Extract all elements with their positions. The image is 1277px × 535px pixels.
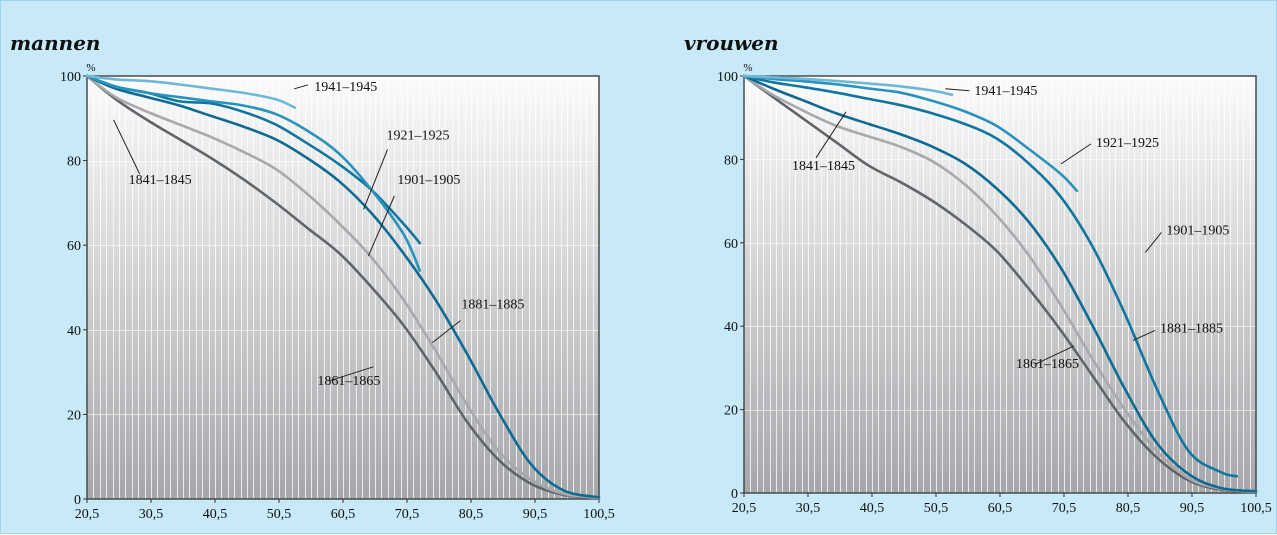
y-tick-label: 60 <box>724 237 738 252</box>
x-tick-label: 90,5 <box>1180 501 1205 516</box>
x-tick-label: 40,5 <box>203 507 228 522</box>
label-leader-line <box>367 195 395 257</box>
x-tick-label: 100,5 <box>1240 501 1272 516</box>
x-tick-label: 20,5 <box>732 501 757 516</box>
x-tick-label: 30,5 <box>796 501 821 516</box>
x-tick-label: 80,5 <box>459 507 484 522</box>
x-tick-label: 50,5 <box>267 507 292 522</box>
label-leader-line <box>294 84 309 90</box>
series-label-1921-1925: 1921–1925 <box>387 128 450 143</box>
h-grid <box>744 159 1256 411</box>
x-tick-label: 90,5 <box>523 507 548 522</box>
y-tick-label: 0 <box>74 493 81 508</box>
series-line-1861-1865 <box>742 74 1258 493</box>
y-tick-label: 40 <box>67 324 81 339</box>
y-tick-label: 100 <box>60 70 81 85</box>
series-line-1901-1905 <box>742 74 1239 478</box>
chart-title-mannen: mannen <box>10 31 101 55</box>
x-tick-label: 60,5 <box>331 507 356 522</box>
y-tick-label: 80 <box>67 155 81 170</box>
label-leader-line <box>1060 143 1092 165</box>
x-tick-label: 20,5 <box>75 507 100 522</box>
series-label-1881-1885: 1881–1885 <box>461 298 524 313</box>
y-tick-label: 60 <box>67 239 81 254</box>
y-axis-unit: % <box>86 62 95 74</box>
series-label-1841-1845: 1841–1845 <box>792 159 855 174</box>
label-leader-line <box>815 111 847 159</box>
chart-mannen: 0 20 40 60 80 100% 20,5 30,5 40,5 50,5 60,5 70,5 80,… <box>60 62 615 522</box>
y-axis-unit: % <box>743 62 752 74</box>
series-label-1941-1945: 1941–1945 <box>974 84 1037 99</box>
label-leader-line <box>432 320 461 344</box>
label-leader-line <box>945 88 970 92</box>
series-line-1881-1885 <box>85 74 601 499</box>
x-tick-label: 60,5 <box>988 501 1013 516</box>
series-label-1861-1865: 1861–1865 <box>317 374 380 389</box>
h-grid <box>87 161 599 415</box>
series-label-1861-1865: 1861–1865 <box>1016 357 1079 372</box>
x-tick-label: 50,5 <box>924 501 949 516</box>
series-line-1941-1945 <box>742 74 954 97</box>
y-tick-label: 100 <box>717 70 738 85</box>
label-leader-line <box>113 119 141 175</box>
series-label-1941-1945: 1941–1945 <box>314 80 377 95</box>
series-label-1901-1905: 1901–1905 <box>1166 223 1229 238</box>
y-tick-label: 80 <box>724 153 738 168</box>
x-tick-label: 70,5 <box>395 507 420 522</box>
series-line-1921-1925 <box>85 74 422 272</box>
label-leader-line <box>1035 345 1075 365</box>
x-tick-label: 40,5 <box>860 501 885 516</box>
series-line-1941-1945 <box>85 74 297 109</box>
y-tick-label: 20 <box>724 404 738 419</box>
series-label-1921-1925: 1921–1925 <box>1096 136 1159 151</box>
series-line-1841-1845 <box>742 74 1258 494</box>
x-tick-label: 80,5 <box>1116 501 1141 516</box>
series-label-1881-1885: 1881–1885 <box>1160 321 1223 336</box>
series-line-1921-1925 <box>742 74 1079 192</box>
x-tick-label: 30,5 <box>139 507 164 522</box>
y-tick-label: 20 <box>67 408 81 423</box>
series-label-1901-1905: 1901–1905 <box>397 173 460 188</box>
label-leader-line <box>1145 232 1162 253</box>
label-leader-line <box>1132 329 1156 341</box>
grid <box>93 76 594 499</box>
y-tick-label: 40 <box>724 320 738 335</box>
series-label-1841-1845: 1841–1845 <box>129 173 192 188</box>
series-line-1841-1845 <box>85 74 601 500</box>
x-tick-label: 100,5 <box>583 507 615 522</box>
label-leader-line <box>329 366 374 382</box>
series-line-1861-1865 <box>85 74 601 499</box>
series-line-1881-1885 <box>742 74 1258 493</box>
y-tick-label: 0 <box>731 487 738 502</box>
x-tick-label: 70,5 <box>1052 501 1077 516</box>
label-leader-line <box>363 149 388 210</box>
chart-title-vrouwen: vrouwen <box>684 31 779 55</box>
